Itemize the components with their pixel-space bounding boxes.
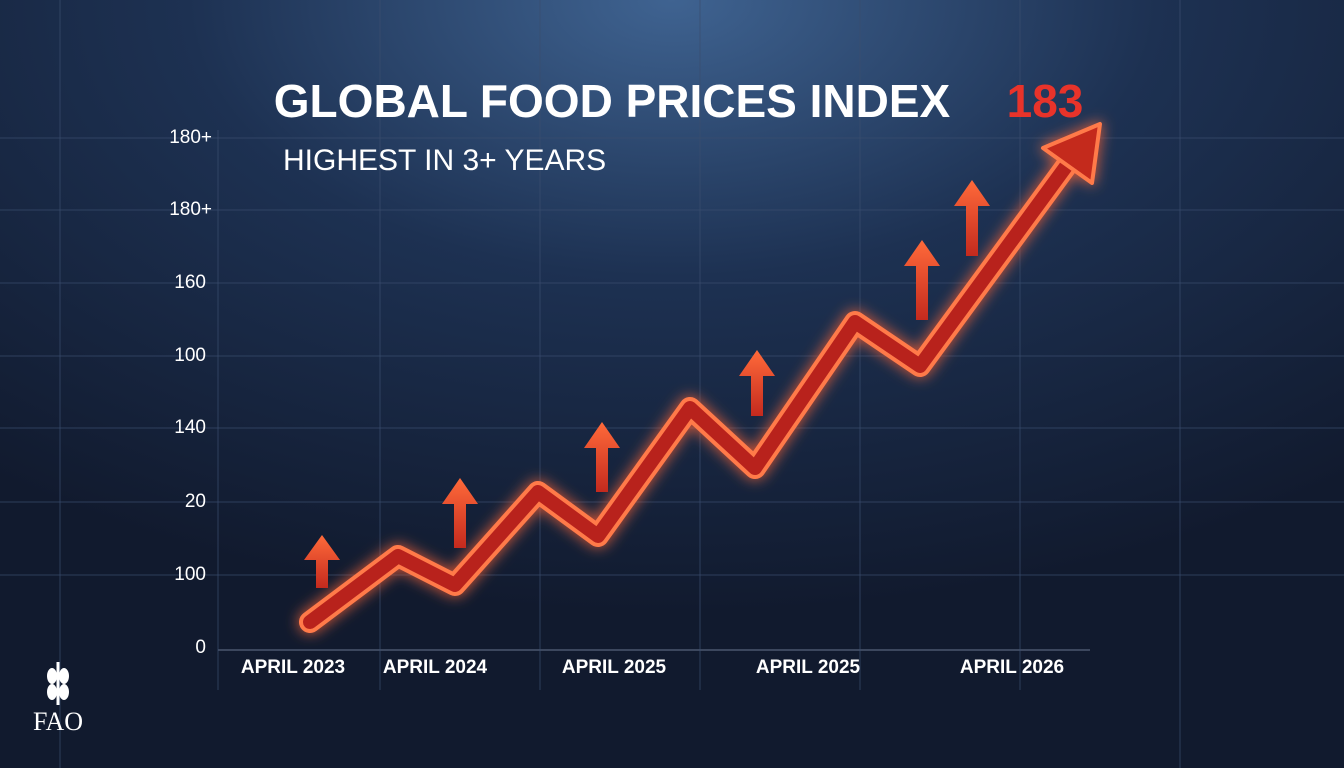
y-tick-label: 100: [174, 564, 206, 585]
trend-line: [299, 122, 1102, 633]
up-arrows: [304, 180, 990, 588]
x-tick-label: APRIL 2023: [241, 657, 345, 678]
x-tick-label: APRIL 2026: [960, 657, 1064, 678]
y-tick-label: 20: [185, 491, 206, 512]
logo: FAO: [33, 662, 83, 736]
y-tick-label: 0: [195, 637, 206, 658]
x-tick-label: APRIL 2025: [562, 657, 667, 678]
subtitle: HIGHEST IN 3+ YEARS: [283, 144, 606, 177]
x-tick-label: APRIL 2025: [756, 657, 861, 678]
y-tick-label: 180+: [169, 127, 212, 148]
x-tick-label: APRIL 2024: [383, 657, 488, 678]
logo-text: FAO: [33, 707, 83, 736]
y-axis: 180+ 180+ 160 100 140 20 100 0: [169, 127, 212, 658]
y-tick-label: 140: [174, 417, 206, 438]
title: GLOBAL FOOD PRICES INDEX: [274, 75, 951, 127]
x-axis: APRIL 2023 APRIL 2024 APRIL 2025 APRIL 2…: [241, 657, 1064, 678]
y-tick-label: 100: [174, 345, 206, 366]
y-tick-label: 160: [174, 272, 206, 293]
highlight-value: 183: [1007, 75, 1084, 127]
y-tick-label: 180+: [169, 199, 212, 220]
